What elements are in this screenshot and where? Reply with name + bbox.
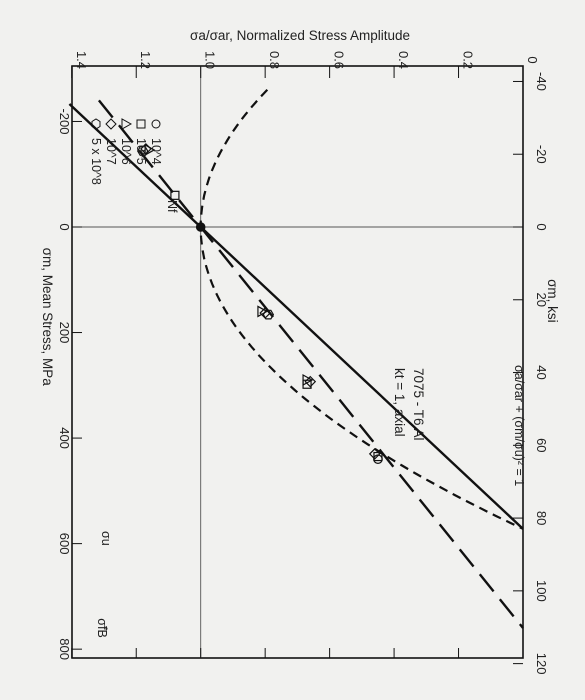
amp-tick-label: 0.6 bbox=[332, 51, 347, 69]
hexagon-marker bbox=[262, 309, 275, 320]
circle-marker bbox=[373, 454, 383, 464]
square-marker bbox=[302, 379, 312, 389]
mpa-tick-label: 800 bbox=[57, 638, 72, 660]
mpa-tick-label: 0 bbox=[57, 223, 72, 230]
plot-frame bbox=[71, 65, 524, 659]
mpa-tick-label: -200 bbox=[57, 108, 72, 134]
legend: Nf 10^410^510^610^75 x 10^8 bbox=[89, 118, 179, 213]
amp-tick-label: 1.2 bbox=[138, 51, 153, 69]
ksi-tick-label: 20 bbox=[534, 293, 549, 307]
eq-parabola-label: σa/σar + (σm/σu)² = 1 bbox=[512, 365, 526, 486]
axes-layer bbox=[71, 65, 524, 665]
condition-label: kt = 1, axial bbox=[392, 368, 407, 437]
amp-tick-label: 1.0 bbox=[203, 51, 218, 69]
ksi-tick-label: 40 bbox=[534, 365, 549, 379]
ksi-tick-label: -40 bbox=[534, 72, 549, 91]
legend-triangle-icon bbox=[121, 118, 133, 130]
mpa-tick-label: 200 bbox=[57, 322, 72, 344]
amp-tick-label: 0.4 bbox=[396, 51, 411, 69]
amp-tick-label: 0.2 bbox=[461, 51, 476, 69]
triangle-marker bbox=[144, 143, 156, 156]
ksi-axis-title: σm, ksi bbox=[545, 279, 560, 323]
points-layer bbox=[136, 143, 383, 464]
legend-circle-icon bbox=[151, 119, 161, 129]
legend-square-icon bbox=[136, 119, 146, 129]
su-annotation: σu bbox=[99, 531, 113, 546]
mpa-tick-label: 600 bbox=[57, 533, 72, 555]
legend-label: 5 x 10^8 bbox=[89, 138, 103, 185]
square-marker bbox=[170, 190, 180, 200]
legend-diamond-icon bbox=[105, 118, 117, 130]
ksi-tick-label: 120 bbox=[534, 653, 549, 675]
ksi-tick-label: 100 bbox=[534, 580, 549, 602]
eq-sfb-label: σa/σar + σm/σ̃fB = 1 bbox=[583, 445, 585, 559]
amplitude-axis-title: σa/σar, Normalized Stress Amplitude bbox=[190, 28, 410, 43]
dashed-sfb-line bbox=[97, 99, 524, 629]
text-layer: 00.20.40.60.81.01.21.4-2000200400600800-… bbox=[40, 28, 585, 674]
ksi-tick-label: 0 bbox=[534, 223, 549, 230]
ksi-tick-label: 80 bbox=[534, 511, 549, 525]
mpa-tick-label: 400 bbox=[57, 427, 72, 449]
material-label: 7075 - T6 Al bbox=[411, 368, 426, 441]
legend-label: 10^5 bbox=[134, 138, 148, 165]
ksi-tick-label: 60 bbox=[534, 438, 549, 452]
annotations: 7075 - T6 Al kt = 1, axial σa/σar + (σm/σu… bbox=[392, 365, 585, 559]
legend-title: Nf bbox=[165, 200, 179, 213]
sfb-annotation: σ̃fB bbox=[95, 618, 109, 638]
legend-hexagon-icon bbox=[91, 118, 101, 130]
legend-label: 10^4 bbox=[149, 138, 163, 165]
triangle-marker bbox=[257, 305, 269, 318]
legend-label: 10^7 bbox=[104, 138, 118, 165]
amp-tick-label: 0.8 bbox=[267, 51, 282, 69]
ksi-tick-label: -20 bbox=[534, 145, 549, 164]
filled-circle-marker bbox=[195, 222, 206, 232]
lines-layer bbox=[68, 89, 524, 629]
solid-su-line bbox=[68, 103, 524, 530]
mpa-axis-title: σm, Mean Stress, MPa bbox=[40, 248, 55, 387]
parabola-gerber-curve bbox=[199, 89, 524, 530]
legend-label: 10^6 bbox=[119, 138, 133, 165]
amp-tick-label: 1.4 bbox=[74, 51, 89, 69]
amp-tick-label: 0 bbox=[525, 56, 540, 63]
